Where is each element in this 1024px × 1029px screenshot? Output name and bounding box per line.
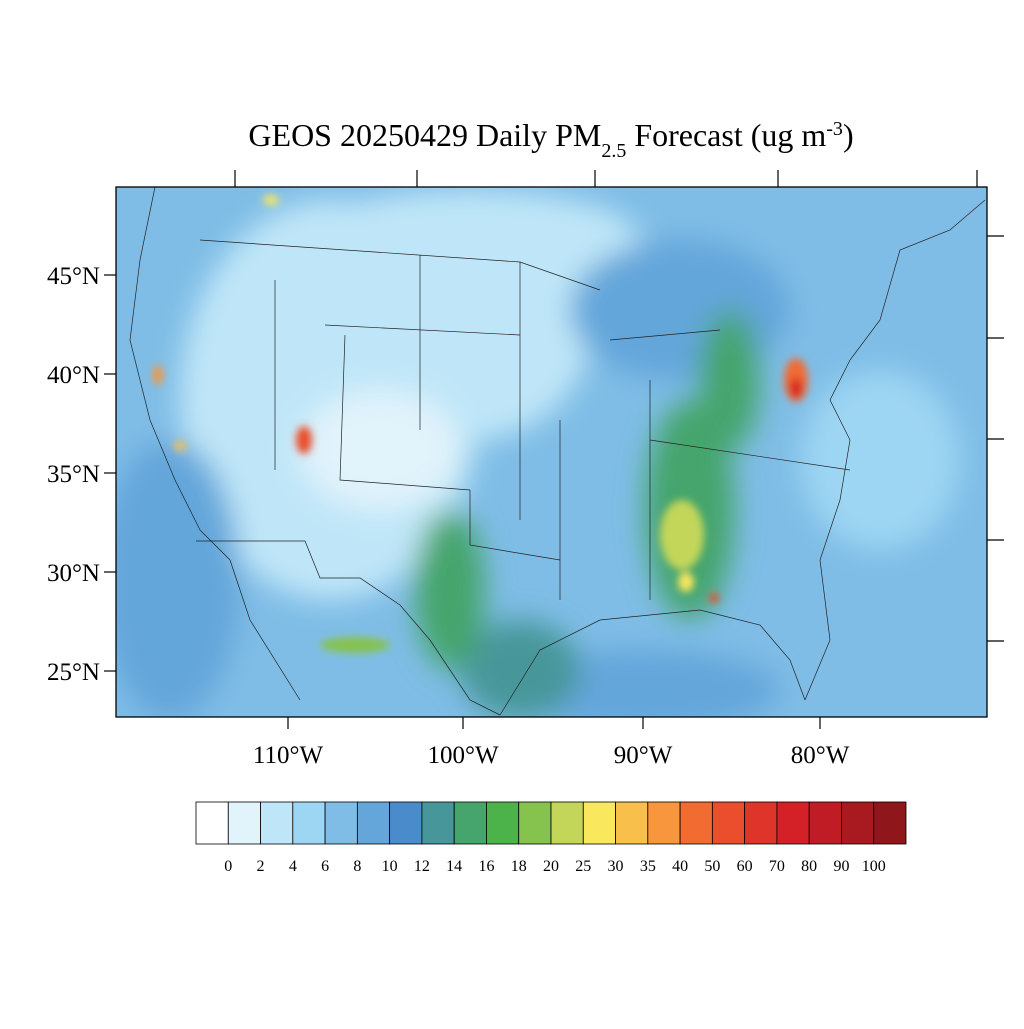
colorbar-box <box>615 801 649 845</box>
lon-label: 90°W <box>614 742 673 769</box>
map-ticks: 45°N 40°N 35°N 30°N 25°N 110°W 100°W 90°W 80°W <box>47 170 1004 769</box>
colorbar-box <box>582 801 616 845</box>
colorbar-box <box>550 801 584 845</box>
colorbar-box <box>711 801 746 845</box>
colorbar-label: 25 <box>575 858 591 875</box>
colorbar-label: 16 <box>478 858 494 875</box>
colorbar-box <box>776 801 810 845</box>
colorbar-box <box>841 801 875 845</box>
map-frame <box>115 186 988 718</box>
colorbar-label: 80 <box>801 858 817 875</box>
colorbar-label: 90 <box>833 858 849 875</box>
colorbar-box <box>518 801 552 845</box>
colorbar-label: 0 <box>224 858 232 875</box>
map-title: GEOS 20250429 Daily PM2.5 Forecast (ug m… <box>248 117 853 162</box>
colorbar-box <box>324 801 358 845</box>
colorbar-box <box>421 801 455 845</box>
colorbar-label: 35 <box>640 858 656 875</box>
colorbar-box <box>389 801 423 845</box>
lon-label: 100°W <box>427 742 498 769</box>
colorbar-label: 10 <box>382 858 398 875</box>
colorbar-label: 50 <box>704 858 720 875</box>
colorbar-label: 2 <box>257 858 265 875</box>
colorbar-label: 70 <box>769 858 785 875</box>
colorbar-box <box>679 801 713 845</box>
title-rest: Forecast (ug m <box>626 117 826 153</box>
lat-label: 40°N <box>47 362 100 389</box>
colorbar-box <box>873 801 907 845</box>
title-superscript: -3 <box>826 118 843 140</box>
colorbar-box <box>808 801 842 845</box>
colorbar-box <box>744 801 778 845</box>
colorbar-box <box>292 801 326 845</box>
colorbar-label: 4 <box>289 858 297 875</box>
colorbar-label: 30 <box>608 858 624 875</box>
colorbar-box <box>486 801 520 845</box>
colorbar-label: 18 <box>511 858 527 875</box>
colorbar-box <box>195 801 229 845</box>
colorbar: 0 2 4 6 8 10 12 14 16 18 20 25 30 35 40 50 60 70 80 90 100 <box>195 801 907 875</box>
lat-label: 35°N <box>47 461 100 488</box>
colorbar-label: 12 <box>414 858 430 875</box>
colorbar-box <box>647 801 681 845</box>
colorbar-label: 100 <box>862 858 886 875</box>
colorbar-box <box>453 801 487 845</box>
map-field <box>116 187 987 717</box>
lat-label: 30°N <box>47 560 100 587</box>
lat-label: 25°N <box>47 659 100 686</box>
colorbar-label: 60 <box>737 858 753 875</box>
colorbar-box <box>260 801 294 845</box>
title-main: GEOS 20250429 Daily PM <box>248 117 601 153</box>
colorbar-box <box>227 801 261 845</box>
lon-label: 110°W <box>253 742 324 769</box>
lon-label: 80°W <box>791 742 850 769</box>
title-subscript: 2.5 <box>601 140 626 162</box>
colorbar-label: 20 <box>543 858 559 875</box>
colorbar-label: 40 <box>672 858 688 875</box>
lat-label: 45°N <box>47 263 100 290</box>
title-end: ) <box>843 117 854 153</box>
colorbar-label: 8 <box>353 858 361 875</box>
colorbar-box <box>356 801 391 845</box>
colorbar-label: 6 <box>321 858 329 875</box>
colorbar-label: 14 <box>446 858 462 875</box>
boundaries <box>129 187 986 716</box>
